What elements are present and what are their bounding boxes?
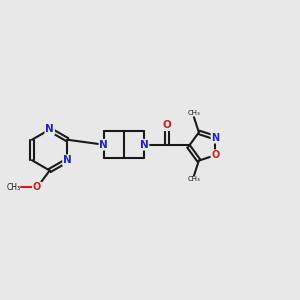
Text: N: N xyxy=(212,133,220,143)
Text: O: O xyxy=(211,150,220,160)
Text: O: O xyxy=(163,120,172,130)
Text: CH₃: CH₃ xyxy=(6,183,20,192)
Text: N: N xyxy=(63,155,72,165)
Text: CH₃: CH₃ xyxy=(188,110,200,116)
Text: N: N xyxy=(45,124,54,134)
Text: N: N xyxy=(140,140,148,150)
Text: O: O xyxy=(33,182,41,193)
Text: N: N xyxy=(99,140,108,150)
Text: CH₃: CH₃ xyxy=(188,176,200,182)
